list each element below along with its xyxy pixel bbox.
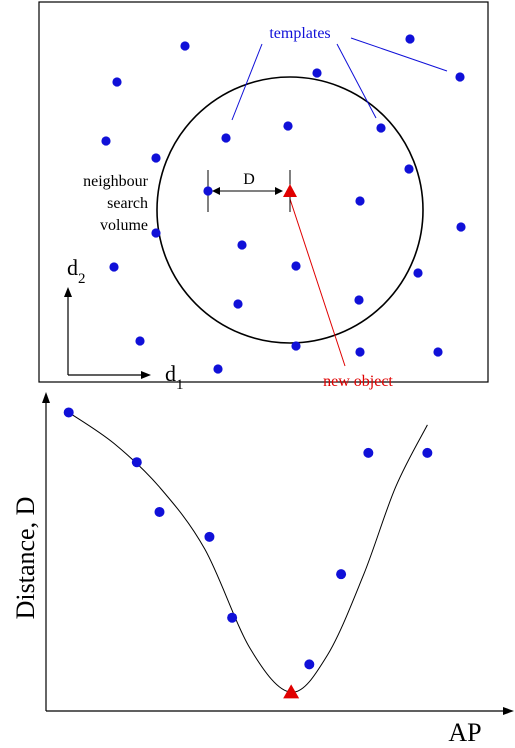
distance-label: D (243, 171, 255, 188)
data-point (227, 612, 238, 623)
new-object-point (283, 684, 300, 699)
axis-d2-base: d (67, 255, 78, 280)
templates-label: templates (269, 25, 330, 42)
template-dot (291, 341, 301, 351)
data-point (131, 457, 142, 468)
data-point (363, 447, 374, 458)
template-dot (213, 364, 223, 374)
data-point (63, 407, 74, 418)
axis-d2-sub: 2 (78, 271, 86, 287)
template-dot (101, 136, 111, 146)
template-dot (355, 196, 365, 206)
data-point (422, 447, 433, 458)
template-dots (101, 34, 466, 374)
template-dot (135, 336, 145, 346)
axis-d1-base: d (165, 361, 176, 386)
data-points (63, 407, 433, 699)
distance-arrowhead-right (275, 187, 283, 195)
top-panel: templates neighbour search volume D new … (38, 1, 489, 393)
template-dot (221, 133, 231, 143)
templates-leader-line (336, 43, 377, 119)
data-point (204, 531, 215, 542)
data-point (154, 506, 165, 517)
template-dot (455, 72, 465, 82)
template-dot (283, 121, 293, 131)
neighbour-label-line-3: volume (100, 217, 148, 234)
new-object-label: new object (323, 373, 393, 390)
neighbour-search-circle (156, 76, 424, 344)
template-dot (433, 347, 443, 357)
neighbour-label-line-1: neighbour (83, 173, 149, 190)
template-dot (312, 68, 322, 78)
y-axis-label: Distance, D (11, 497, 40, 620)
bottom-panel: Distance, D AP (11, 392, 514, 747)
axis-d1-sub: 1 (176, 377, 184, 393)
template-dot (203, 186, 213, 196)
template-dot (404, 164, 414, 174)
template-dot (405, 34, 415, 44)
data-point (304, 659, 315, 670)
new-object-marker (283, 184, 297, 197)
template-dot (376, 123, 386, 133)
templates-leader-line (350, 37, 448, 72)
axis-d1-label: d1 (165, 361, 184, 393)
data-point (336, 569, 347, 580)
y-axis-arrowhead (42, 392, 50, 403)
new-object-leader-line (289, 198, 346, 367)
x-axis-label: AP (448, 718, 481, 747)
template-dot (413, 268, 423, 278)
template-dot (354, 295, 364, 305)
axis-d2-label: d2 (67, 255, 86, 287)
template-dot (180, 41, 190, 51)
fit-curve (68, 411, 428, 693)
template-dot (112, 77, 122, 87)
x-axis-arrowhead (503, 707, 514, 715)
distance-arrowhead-left (212, 187, 220, 195)
neighbour-label-line-2: search (107, 195, 148, 212)
axis-d1-arrowhead (141, 371, 151, 379)
template-dot (355, 347, 365, 357)
templates-leader-line (231, 43, 263, 121)
template-dot (291, 261, 301, 271)
template-dot (456, 222, 466, 232)
template-dot (151, 153, 161, 163)
template-dot (233, 299, 243, 309)
template-dot (151, 228, 161, 238)
template-dot (237, 240, 247, 250)
axis-d2-arrowhead (64, 287, 72, 297)
template-dot (109, 262, 119, 272)
top-panel-frame (38, 1, 489, 383)
